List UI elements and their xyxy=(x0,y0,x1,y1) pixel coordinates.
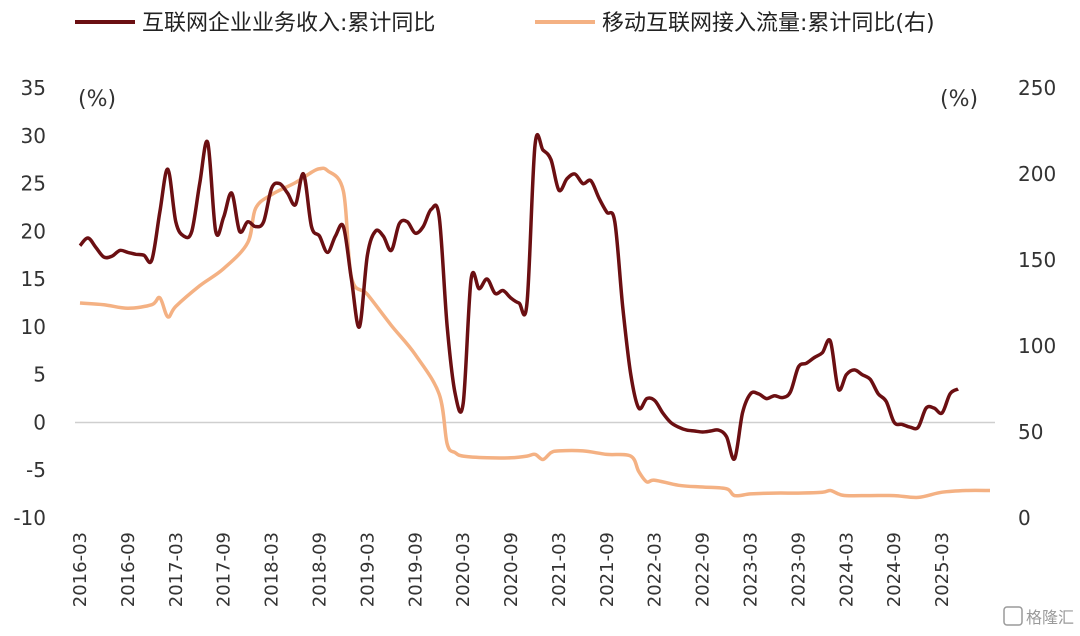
x-tick-label: 2020-03 xyxy=(453,532,474,607)
x-tick-label: 2017-03 xyxy=(166,532,187,607)
x-tick-label: 2025-03 xyxy=(932,532,953,607)
left-tick-label: 15 xyxy=(21,267,46,291)
right-axis-unit: (%) xyxy=(940,87,978,112)
series-line-revenue xyxy=(78,133,959,461)
x-tick-label: 2021-03 xyxy=(549,532,570,607)
right-axis-ticks: 250 200 150 100 50 0 xyxy=(1018,76,1056,530)
right-tick-label: 250 xyxy=(1018,76,1056,100)
left-tick-label: 5 xyxy=(33,363,46,387)
x-tick-label: 2019-09 xyxy=(405,532,426,607)
right-tick-label: 150 xyxy=(1018,248,1056,272)
left-tick-label: 10 xyxy=(21,315,46,339)
watermark: 格隆汇 xyxy=(1003,606,1074,627)
x-axis-ticks: 2016-03 2016-09 2017-03 2017-09 2018-03 2018-… xyxy=(70,532,953,607)
x-tick-label: 2018-09 xyxy=(309,532,330,607)
right-tick-label: 50 xyxy=(1018,420,1043,444)
x-tick-label: 2016-03 xyxy=(70,532,91,607)
left-tick-label: -5 xyxy=(26,458,46,482)
left-tick-label: 35 xyxy=(21,76,46,100)
legend-label-traffic: 移动互联网接入流量:累计同比(右) xyxy=(602,11,935,36)
legend-label-revenue: 互联网企业业务收入:累计同比 xyxy=(142,11,435,36)
series-line-traffic xyxy=(79,166,991,500)
left-tick-label: 0 xyxy=(33,410,46,434)
x-tick-label: 2022-03 xyxy=(645,532,666,607)
x-tick-label: 2021-09 xyxy=(597,532,618,607)
left-axis-ticks: 35 30 25 20 15 10 5 0 -5 -10 xyxy=(13,76,46,530)
left-tick-label: -10 xyxy=(13,506,46,530)
x-tick-label: 2017-09 xyxy=(214,532,235,607)
x-tick-label: 2024-09 xyxy=(884,532,905,607)
left-axis-unit: (%) xyxy=(78,87,116,112)
left-tick-label: 30 xyxy=(21,124,46,148)
watermark-logo-icon xyxy=(1003,606,1023,626)
x-tick-label: 2024-03 xyxy=(836,532,857,607)
x-tick-label: 2023-09 xyxy=(788,532,809,607)
left-tick-label: 20 xyxy=(21,219,46,243)
x-tick-label: 2022-09 xyxy=(693,532,714,607)
x-tick-label: 2016-09 xyxy=(118,532,139,607)
right-tick-label: 100 xyxy=(1018,334,1056,358)
legend: 互联网企业业务收入:累计同比 移动互联网接入流量:累计同比(右) xyxy=(75,11,935,36)
right-tick-label: 0 xyxy=(1018,506,1031,530)
x-tick-label: 2020-09 xyxy=(501,532,522,607)
x-tick-label: 2018-03 xyxy=(262,532,283,607)
right-tick-label: 200 xyxy=(1018,162,1056,186)
x-tick-label: 2023-03 xyxy=(741,532,762,607)
watermark-text: 格隆汇 xyxy=(1026,608,1074,627)
left-tick-label: 25 xyxy=(21,172,46,196)
x-tick-label: 2019-03 xyxy=(357,532,378,607)
